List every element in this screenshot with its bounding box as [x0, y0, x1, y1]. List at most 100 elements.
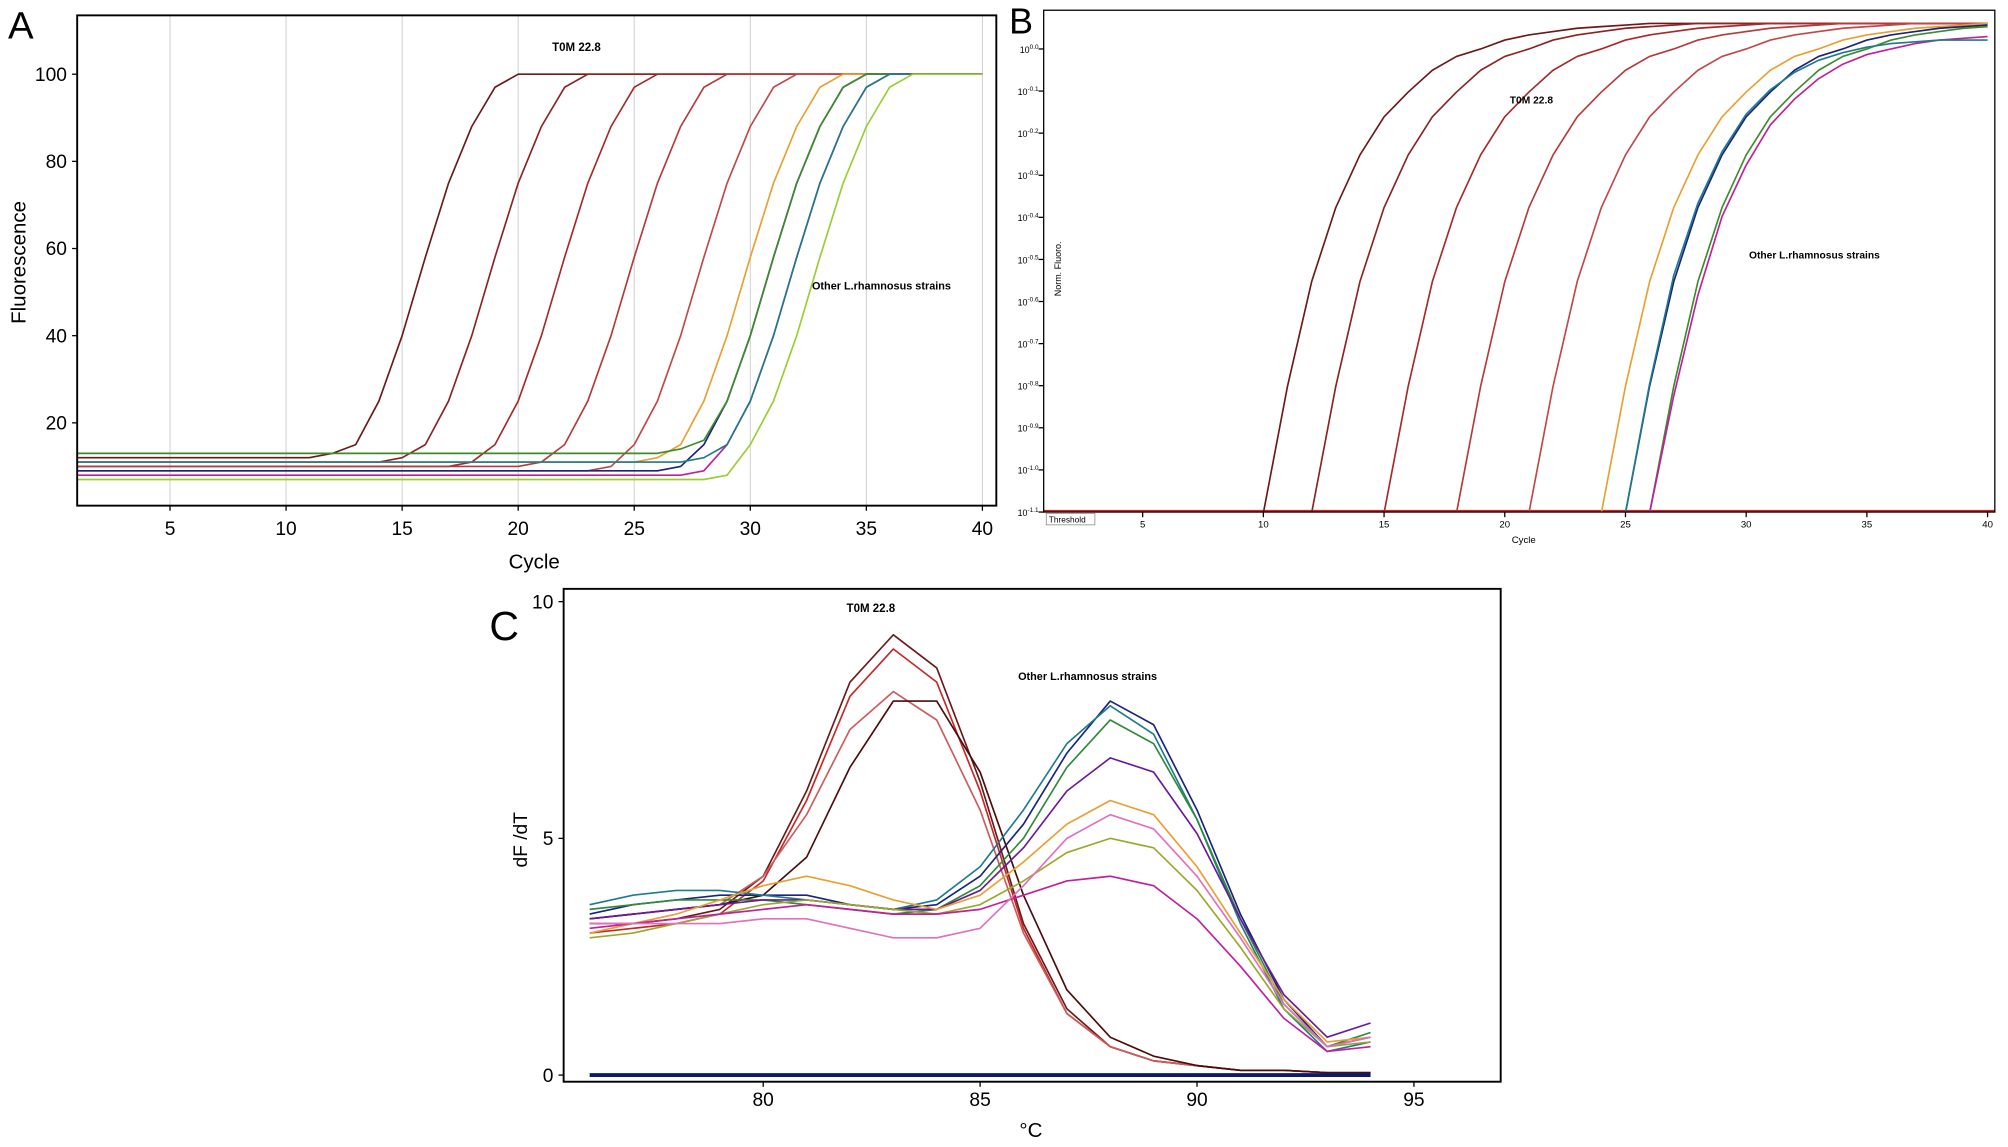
panel-label: A	[8, 4, 34, 47]
x-axis-label: Cycle	[1512, 535, 1536, 546]
series-line	[1624, 24, 1988, 513]
y-axis-label: dF /dT	[511, 812, 532, 868]
y-tick-label: 20	[46, 414, 67, 435]
x-tick-label: 20	[1499, 519, 1510, 530]
x-tick-label: 25	[624, 519, 645, 540]
y-tick-label: 40	[46, 326, 67, 347]
tick-exponent: -0.7	[1028, 339, 1039, 346]
series-line	[1600, 22, 1988, 513]
tick-base: 10	[1018, 466, 1028, 476]
series-line	[77, 73, 983, 455]
plot-area	[1043, 10, 1995, 513]
y-tick-label: 10-0.3	[1018, 170, 1039, 181]
y-tick-label: 10-0.7	[1018, 339, 1039, 350]
series-group	[1043, 22, 1995, 513]
series-group	[77, 73, 983, 481]
y-tick-label: 0	[543, 1066, 554, 1087]
x-tick-label: 85	[969, 1090, 990, 1111]
x-tick-label: 40	[972, 519, 993, 540]
series-line	[589, 704, 1371, 1053]
plot-frame	[562, 587, 1502, 1083]
y-tick-label: 10	[532, 592, 553, 613]
tick-exponent: -0.2	[1028, 128, 1039, 135]
y-axis-label: Fluorescence	[7, 201, 30, 324]
x-tick-label: 90	[1186, 1090, 1207, 1111]
x-tick-label: 25	[1620, 519, 1631, 530]
x-tick-label: 35	[856, 519, 877, 540]
x-tick-label: 30	[740, 519, 761, 540]
series-line	[589, 700, 1371, 1048]
panel-label: B	[1009, 1, 1033, 41]
x-tick-label: 10	[275, 519, 296, 540]
tick-base: 10	[1018, 171, 1028, 181]
y-tick-label: 10-1.1	[1018, 507, 1039, 518]
series-line	[589, 813, 1371, 1048]
series-line	[1455, 22, 1988, 513]
y-tick-label: 10-0.2	[1018, 128, 1039, 139]
x-tick-label: 20	[508, 519, 529, 540]
x-tick-label: 80	[753, 1090, 774, 1111]
tick-base: 10	[1020, 45, 1030, 55]
annotation: Other L.rhamnosus strains	[1749, 251, 1880, 262]
y-axis-label: Norm. Fluoro.	[1053, 241, 1063, 296]
y-tick-label: 10-0.4	[1018, 212, 1039, 223]
y-tick-label: 10-0.9	[1018, 423, 1039, 434]
series-group	[589, 633, 1371, 1078]
annotation: T0M 22.8	[847, 603, 896, 615]
y-tick-label: 60	[46, 239, 67, 260]
x-tick-label: 15	[391, 519, 412, 540]
y-tick-label: 10-0.1	[1018, 86, 1039, 97]
tick-exponent: -0.5	[1028, 254, 1039, 261]
y-tick-label: 10-0.6	[1018, 297, 1039, 308]
y-tick-label: 10-0.5	[1018, 254, 1039, 265]
x-tick-label: 30	[1741, 519, 1752, 530]
tick-exponent: -0.6	[1028, 297, 1039, 304]
x-axis-label: °C	[1019, 1119, 1042, 1142]
series-line	[1624, 39, 1988, 513]
series-line	[589, 875, 1371, 1053]
x-axis-label: Cycle	[509, 550, 560, 573]
y-tick-label: 10-0.8	[1018, 381, 1039, 392]
x-tick-label: 40	[1982, 519, 1993, 530]
annotation: T0M 22.8	[552, 42, 601, 54]
series-line	[1648, 25, 1988, 513]
tick-exponent: -0.3	[1028, 170, 1039, 177]
tick-exponent: -1.0	[1028, 465, 1039, 472]
series-line	[77, 73, 983, 463]
annotation: Other L.rhamnosus strains	[812, 280, 951, 292]
threshold-label: Threshold	[1049, 514, 1086, 524]
annotation: Other L.rhamnosus strains	[1018, 671, 1157, 683]
tick-base: 10	[1018, 213, 1028, 223]
plot-area	[77, 15, 997, 506]
tick-exponent: -0.8	[1028, 381, 1039, 388]
x-tick-label: 35	[1862, 519, 1873, 530]
tick-base: 10	[1018, 508, 1028, 518]
tick-base: 10	[1018, 424, 1028, 434]
y-tick-label: 100	[35, 65, 67, 86]
x-tick-label: 15	[1379, 519, 1390, 530]
y-tick-label: 5	[543, 829, 554, 850]
tick-exponent: 0.0	[1030, 44, 1039, 51]
x-tick-label: 95	[1403, 1090, 1424, 1111]
plot-frame	[76, 14, 998, 507]
tick-base: 10	[1018, 339, 1028, 349]
tick-exponent: -0.9	[1028, 423, 1039, 430]
tick-base: 10	[1018, 255, 1028, 265]
tick-base: 10	[1018, 382, 1028, 392]
tick-exponent: -1.1	[1028, 507, 1039, 514]
x-tick-label: 10	[1258, 519, 1269, 530]
threshold-box	[1045, 512, 1096, 526]
tick-base: 10	[1018, 87, 1028, 97]
x-tick-label: 5	[1140, 519, 1145, 530]
series-line	[589, 799, 1371, 1043]
y-tick-label: 100.0	[1020, 44, 1039, 55]
tick-base: 10	[1018, 129, 1028, 139]
tick-exponent: -0.1	[1028, 86, 1039, 93]
panel-label: C	[489, 603, 519, 649]
series-line	[77, 73, 983, 481]
plot-frame	[1043, 9, 1996, 513]
tick-exponent: -0.4	[1028, 212, 1039, 219]
y-tick-label: 80	[46, 152, 67, 173]
x-tick-label: 5	[165, 519, 176, 540]
